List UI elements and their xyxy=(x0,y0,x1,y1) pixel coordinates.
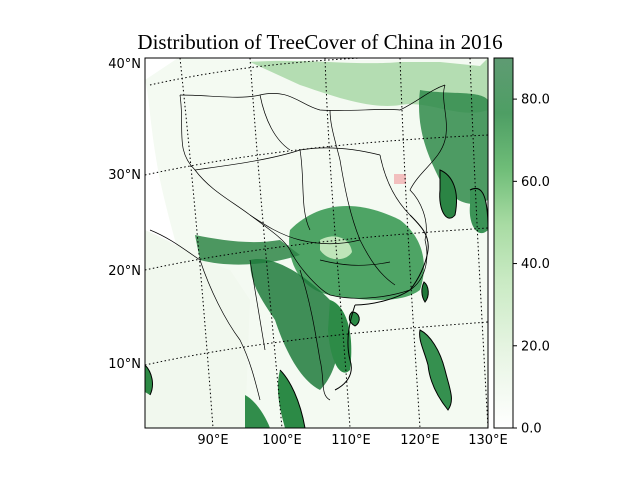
map-title: Distribution of TreeCover of China in 20… xyxy=(137,30,503,54)
forest-taiwan xyxy=(421,282,429,302)
beijing-highlight xyxy=(394,174,406,184)
borders xyxy=(149,84,447,401)
lat-label-40: 40°N xyxy=(108,57,141,72)
graticule-lat-10 xyxy=(145,321,488,366)
colorbar-tick-label: 80.0 xyxy=(521,93,550,108)
colorbar-frame xyxy=(493,57,514,429)
land-sichuan xyxy=(320,236,352,260)
forest-northeast xyxy=(419,90,488,204)
colorbar-gradient xyxy=(494,58,513,428)
lat-label-10: 10°N xyxy=(108,357,141,372)
lon-label-100: 100°E xyxy=(262,433,302,448)
forest-japan xyxy=(469,188,488,234)
forest-himalaya xyxy=(195,235,300,265)
map-frame xyxy=(144,57,489,429)
lon-label-130: 130°E xyxy=(468,433,508,448)
forest-vietnam xyxy=(328,300,352,373)
lon-label-110: 110°E xyxy=(331,433,371,448)
forest-philippines xyxy=(419,330,452,410)
lat-label-30: 30°N xyxy=(108,168,141,183)
graticule-lat-30 xyxy=(145,134,488,176)
colorbar-tick-label: 0.0 xyxy=(521,422,542,437)
graticule-lat-20 xyxy=(145,227,488,271)
colorbar-tick-label: 40.0 xyxy=(521,257,550,272)
colorbar: 0.0 20.0 40.0 60.0 80.0 xyxy=(493,57,550,437)
forest-malay xyxy=(277,370,305,428)
graticule-lat-40 xyxy=(149,58,372,86)
map-panel xyxy=(145,58,488,428)
forest-west-coast xyxy=(145,365,153,395)
lat-label-20: 20°N xyxy=(108,264,141,279)
forest-indochina xyxy=(250,259,339,390)
lon-label-90: 90°E xyxy=(197,433,228,448)
colorbar-ticks: 0.0 20.0 40.0 60.0 80.0 xyxy=(513,93,550,437)
land-southwest xyxy=(145,230,250,428)
gridlines xyxy=(145,58,488,428)
coastlines xyxy=(145,169,488,428)
colorbar-tick-label: 20.0 xyxy=(521,339,550,354)
forest-sumatra xyxy=(245,395,270,428)
lon-label-120: 120°E xyxy=(400,433,440,448)
colorbar-tick-label: 60.0 xyxy=(521,175,550,190)
forest-southeast-china xyxy=(289,206,424,300)
